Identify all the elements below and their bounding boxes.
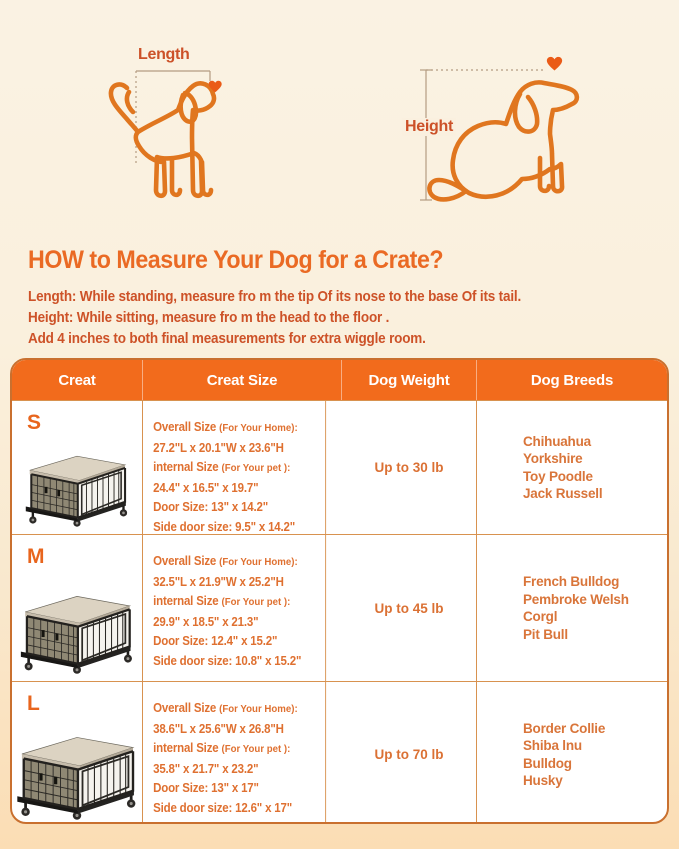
breed-item: Yorkshire: [523, 451, 583, 466]
crate-image: [16, 720, 138, 821]
size-specs-cell: Overall Size (For Your Home): 32.5"L x 2…: [143, 535, 327, 681]
overall-size-label: Overall Size: [153, 554, 217, 568]
weight-value: Up to 45 lb: [374, 600, 444, 616]
internal-size-note: (For Your pet ):: [221, 462, 291, 474]
internal-size-label: internal Size: [153, 741, 219, 755]
overall-size-dims: 38.6"L x 25.6"W x 26.8"H: [153, 721, 284, 736]
weight-value: Up to 30 lb: [374, 460, 444, 475]
header-cell-creat-size: Creat Size: [143, 360, 342, 400]
weight-cell: Up to 45 lb: [342, 535, 477, 681]
overall-size-label: Overall Size: [153, 420, 217, 434]
breeds-cell: French Bulldog Pembroke Welsh Corgl Pit …: [477, 535, 667, 681]
door-size: Door Size: 13" x 17": [153, 781, 259, 795]
breed-item: Shiba lnu: [523, 738, 582, 753]
side-door-size: Side door size: 10.8" x 15.2": [153, 653, 302, 668]
header-cell-creat: Creat: [12, 360, 143, 400]
crate-image: [25, 441, 129, 528]
instruction-line: Add 4 inches to both final measurements …: [28, 330, 426, 347]
length-label: Length: [138, 46, 190, 63]
breed-item: Jack Russell: [523, 486, 603, 501]
height-measure-figure: Height: [396, 50, 630, 218]
breeds-cell: Border Collie Shiba lnu Bulldog Husky: [477, 682, 667, 822]
internal-size-label: internal Size: [153, 460, 219, 474]
internal-size-dims: 35.8" x 21.7" x 23.2": [153, 761, 259, 776]
table-row-medium: M Overall Size (For Your Home): 32.5"L x…: [12, 534, 667, 681]
overall-size-note: (For Your Home):: [219, 556, 298, 568]
side-door-size: Side door size: 9.5" x 14.2": [153, 519, 296, 534]
table-row-small: S Overall Size (For Your Home): 27.2"L x…: [12, 400, 667, 534]
dog-sitting-icon: [420, 56, 580, 202]
internal-size-note: (For Your pet ):: [221, 743, 291, 755]
weight-cell: Up to 70 lb: [342, 682, 477, 822]
page-title: HOW to Measure Your Dog for a Crate?: [28, 246, 444, 274]
internal-size-note: (For Your pet ):: [221, 596, 291, 608]
instructions: Length: While standing, measure fro m th…: [28, 286, 521, 349]
door-size: Door Size: 13" x 14.2": [153, 500, 269, 514]
weight-cell: Up to 30 lb: [342, 401, 477, 534]
internal-size-dims: 29.9" x 18.5" x 21.3": [153, 614, 259, 629]
overall-size-note: (For Your Home):: [219, 422, 298, 434]
instruction-line: Height: While sitting, measure fro m the…: [28, 309, 390, 326]
breed-item: Chihuahua: [523, 433, 591, 449]
header-cell-dog-weight: Dog Weight: [342, 360, 477, 400]
creat-cell: L: [12, 682, 143, 822]
crate-size-table: Creat Creat Size Dog Weight Dog Breeds S…: [10, 358, 669, 824]
breed-item: Bulldog: [523, 755, 572, 771]
overall-size-note: (For Your Home):: [219, 703, 298, 715]
overall-size-dims: 27.2"L x 20.1"W x 23.6"H: [153, 440, 284, 455]
height-label: Height: [402, 118, 456, 136]
creat-cell: M: [12, 535, 143, 681]
internal-size-dims: 24.4" x 16.5" x 19.7": [153, 480, 259, 495]
size-specs-cell: Overall Size (For Your Home): 27.2"L x 2…: [143, 401, 327, 534]
table-row-large: L Overall Size (For Your Home): 38.6"L x…: [12, 681, 667, 822]
size-letter: S: [27, 411, 42, 434]
weight-value: Up to 70 lb: [374, 747, 444, 762]
breed-item: Pit Bull: [523, 626, 568, 642]
breed-item: Husky: [523, 773, 563, 788]
internal-size-label: internal Size: [153, 594, 219, 608]
overall-size-dims: 32.5"L x 21.9"W x 25.2"H: [153, 574, 284, 589]
breed-item: Corgl: [523, 609, 558, 624]
table-header-row: Creat Creat Size Dog Weight Dog Breeds: [12, 360, 667, 400]
breed-item: Toy Poodle: [523, 468, 593, 484]
side-door-size: Side door size: 12.6" x 17": [153, 800, 293, 815]
header-cell-dog-breeds: Dog Breeds: [530, 371, 614, 389]
creat-cell: S: [12, 401, 143, 534]
overall-size-label: Overall Size: [153, 701, 217, 715]
breed-item: Pembroke Welsh: [523, 591, 629, 607]
dog-standing-icon: [108, 70, 222, 199]
breed-item: French Bulldog: [523, 574, 620, 589]
instruction-line: Length: While standing, measure fro m th…: [28, 288, 522, 305]
crate-image: [20, 580, 134, 675]
length-measure-figure: Length: [66, 38, 244, 216]
size-letter: M: [27, 545, 45, 568]
breed-item: Border Collie: [523, 720, 606, 736]
size-specs-cell: Overall Size (For Your Home): 38.6"L x 2…: [143, 682, 327, 822]
door-size: Door Size: 12.4" x 15.2": [153, 634, 278, 648]
breeds-cell: Chihuahua Yorkshire Toy Poodle Jack Russ…: [477, 401, 667, 534]
size-letter: L: [27, 692, 40, 715]
